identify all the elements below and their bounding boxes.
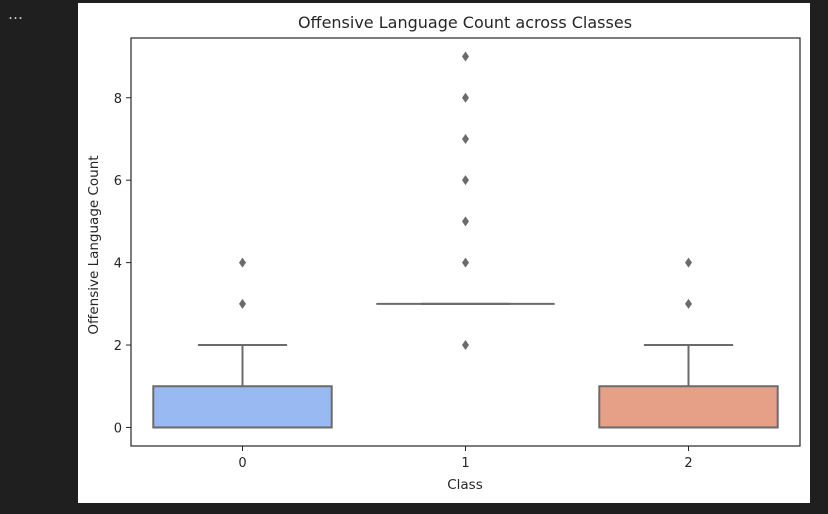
chart-title: Offensive Language Count across Classes	[298, 13, 632, 32]
outlier-point	[462, 51, 469, 62]
chart-output: Offensive Language Count across Classes …	[78, 3, 810, 503]
box-iqr	[598, 385, 779, 429]
y-tick-label: 0	[114, 421, 122, 436]
chart-marks	[152, 51, 779, 429]
outlier-point	[462, 340, 469, 351]
outlier-point	[462, 216, 469, 227]
x-axis-label: Class	[447, 477, 483, 493]
x-tick-label: 1	[461, 456, 469, 471]
box-group-1	[376, 51, 555, 351]
outlier-point	[239, 298, 246, 309]
boxplot-chart: Offensive Language Count across Classes …	[86, 13, 801, 493]
box-group-2	[598, 257, 779, 429]
outlier-point	[239, 257, 246, 268]
outlier-point	[685, 298, 692, 309]
y-tick-label: 6	[114, 174, 122, 189]
outlier-point	[462, 133, 469, 144]
outlier-point	[685, 257, 692, 268]
box-iqr	[152, 385, 333, 429]
chart-axes: 0 2 4 6 8 0 1 2	[114, 37, 801, 471]
y-axis-label: Offensive Language Count	[86, 155, 102, 334]
y-tick-label: 4	[114, 257, 122, 272]
outlier-point	[462, 257, 469, 268]
box-group-0	[152, 257, 333, 429]
y-tick-label: 2	[114, 339, 122, 354]
outlier-point	[462, 175, 469, 186]
x-tick-label: 0	[238, 456, 246, 471]
y-tick-label: 8	[114, 92, 122, 107]
outlier-point	[462, 92, 469, 103]
more-options-icon[interactable]: …	[8, 5, 24, 23]
x-tick-label: 2	[684, 456, 692, 471]
